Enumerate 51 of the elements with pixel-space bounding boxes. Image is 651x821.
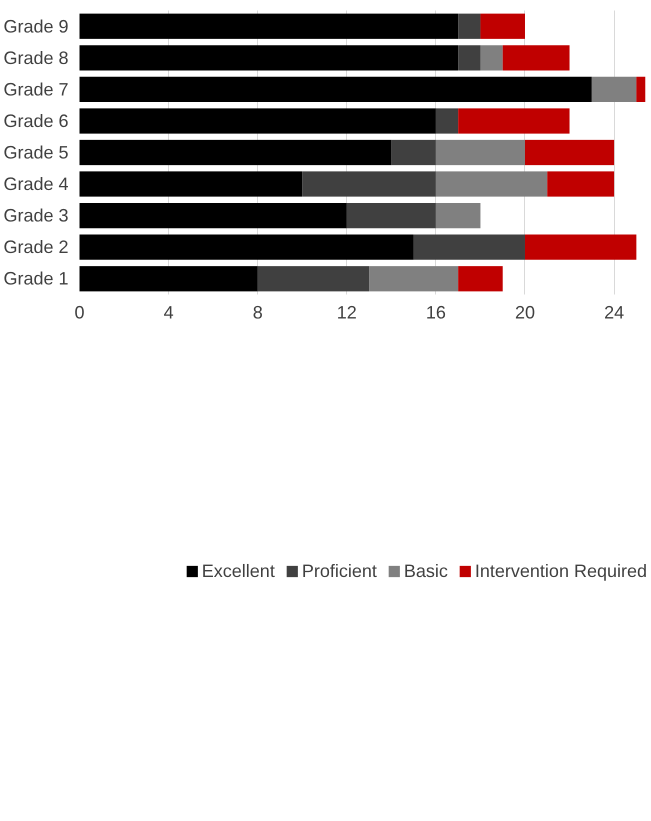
bar bbox=[502, 45, 570, 70]
y-tick-label: Grade 5 bbox=[3, 142, 69, 162]
bar bbox=[369, 266, 458, 292]
bar bbox=[436, 202, 480, 228]
bar bbox=[80, 45, 458, 70]
x-tick-label: 12 bbox=[336, 302, 357, 322]
bar bbox=[80, 140, 392, 166]
bar bbox=[547, 171, 614, 197]
legend-label: Intervention Required bbox=[474, 560, 647, 582]
bar bbox=[80, 266, 258, 292]
bar bbox=[258, 266, 370, 292]
legend-label: Excellent bbox=[202, 560, 275, 582]
x-tick-label: 4 bbox=[164, 302, 174, 322]
bar bbox=[80, 171, 302, 197]
legend-label: Basic bbox=[404, 560, 448, 582]
bar bbox=[80, 76, 592, 102]
bar bbox=[524, 140, 614, 166]
bar bbox=[436, 171, 548, 197]
bar bbox=[458, 14, 480, 39]
bar bbox=[80, 202, 347, 228]
bar bbox=[80, 234, 414, 260]
y-tick-label: Grade 2 bbox=[3, 237, 69, 258]
y-tick-label: Grade 1 bbox=[3, 268, 69, 289]
legend-label: Proficient bbox=[302, 560, 377, 582]
x-tick-label: 8 bbox=[252, 302, 263, 322]
y-tick-label: Grade 9 bbox=[3, 16, 69, 36]
x-tick-label: 0 bbox=[74, 302, 85, 322]
bar bbox=[346, 202, 436, 228]
y-tick-label: Grade 7 bbox=[3, 79, 69, 100]
x-tick-label: 16 bbox=[426, 302, 446, 322]
bar bbox=[80, 14, 458, 39]
bar bbox=[458, 45, 480, 70]
bar bbox=[524, 234, 636, 260]
y-tick-label: Grade 3 bbox=[3, 206, 69, 226]
bar bbox=[480, 14, 525, 39]
y-tick-label: Grade 8 bbox=[3, 48, 69, 68]
y-tick-label: Grade 6 bbox=[3, 110, 69, 131]
bar bbox=[592, 76, 636, 102]
bar bbox=[458, 266, 503, 292]
bar bbox=[80, 108, 436, 134]
bar bbox=[436, 140, 525, 166]
bar bbox=[480, 45, 503, 70]
y-tick-label: Grade 4 bbox=[3, 174, 69, 194]
bar bbox=[436, 108, 458, 134]
x-tick-label: 24 bbox=[604, 302, 624, 322]
bar bbox=[391, 140, 436, 166]
x-tick-label: 20 bbox=[514, 302, 536, 322]
bar bbox=[458, 108, 570, 134]
bar bbox=[302, 171, 436, 197]
bar bbox=[636, 76, 646, 102]
bar bbox=[414, 234, 525, 260]
